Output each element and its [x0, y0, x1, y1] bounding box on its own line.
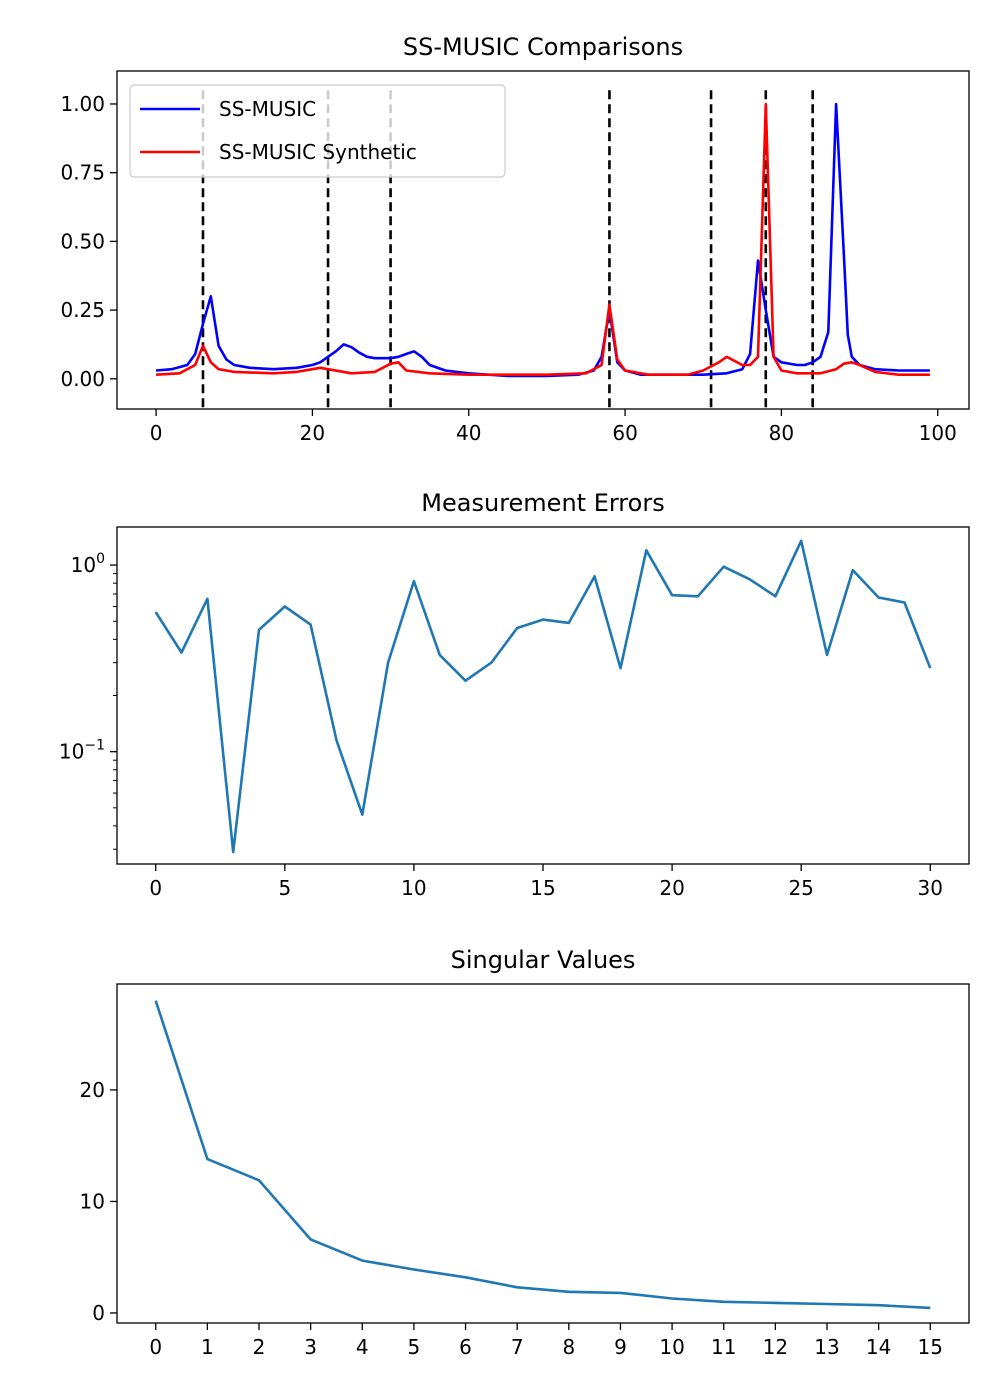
y-tick-label: 100 [71, 551, 105, 577]
axes-frame [116, 983, 970, 1324]
x-tick-label: 9 [614, 1335, 627, 1359]
x-tick-label: 80 [769, 421, 794, 445]
series-line [154, 1000, 931, 1310]
legend [129, 84, 506, 178]
x-tick-label: 0 [150, 421, 163, 445]
x-tick-label: 1 [201, 1335, 214, 1359]
x-tick-label: 15 [530, 876, 555, 900]
x-tick-label: 8 [562, 1335, 575, 1359]
x-tick-label: 60 [612, 421, 637, 445]
plot-area [154, 1000, 931, 1310]
legend-label: SS-MUSIC [219, 97, 316, 121]
y-tick-label: 20 [80, 1078, 105, 1102]
x-tick-label: 0 [149, 1335, 162, 1359]
x-tick-label: 20 [659, 876, 684, 900]
series-line [154, 539, 932, 854]
chart-title: Measurement Errors [421, 489, 664, 517]
x-tick-label: 3 [304, 1335, 317, 1359]
y-tick-label: 0 [92, 1301, 105, 1325]
x-tick-label: 6 [459, 1335, 472, 1359]
x-tick-label: 13 [814, 1335, 839, 1359]
x-tick-label: 11 [711, 1335, 736, 1359]
x-tick-label: 10 [659, 1335, 684, 1359]
x-tick-label: 12 [763, 1335, 788, 1359]
x-tick-label: 5 [408, 1335, 421, 1359]
x-tick-label: 25 [788, 876, 813, 900]
x-tick-label: 30 [918, 876, 943, 900]
x-tick-label: 4 [356, 1335, 369, 1359]
y-tick-label: 0.00 [60, 367, 105, 391]
y-tick-label: 0.50 [60, 229, 105, 253]
y-tick-label: 1.00 [60, 92, 105, 116]
y-tick-label: 10 [80, 1189, 105, 1213]
x-tick-label: 0 [149, 876, 162, 900]
x-tick-label: 7 [511, 1335, 524, 1359]
axes-frame [116, 70, 970, 410]
chart-ss-music-comparisons: SS-MUSIC Comparisons 0 20 40 60 80 100 0.00 0.25… [60, 33, 970, 445]
y-tick-label: 0.25 [60, 298, 105, 322]
chart-measurement-errors: Measurement Errors 0 5 10 15 20 25 30 10−1 100 [59, 489, 970, 900]
x-tick-label: 10 [401, 876, 426, 900]
x-tick-label: 40 [456, 421, 481, 445]
y-tick-label: 10−1 [59, 738, 105, 764]
x-tick-label: 14 [866, 1335, 891, 1359]
plot-area [155, 90, 930, 409]
x-tick-label: 100 [919, 421, 957, 445]
x-tick-label: 20 [300, 421, 325, 445]
plot-area [154, 539, 932, 854]
chart-title: SS-MUSIC Comparisons [403, 33, 683, 61]
chart-title: Singular Values [451, 946, 636, 974]
axes-frame [116, 526, 970, 865]
legend-label: SS-MUSIC Synthetic [219, 140, 417, 164]
y-tick-label: 0.75 [60, 161, 105, 185]
x-tick-label: 2 [253, 1335, 266, 1359]
x-tick-label: 5 [278, 876, 291, 900]
series-line [156, 102, 930, 377]
x-tick-label: 15 [918, 1335, 943, 1359]
